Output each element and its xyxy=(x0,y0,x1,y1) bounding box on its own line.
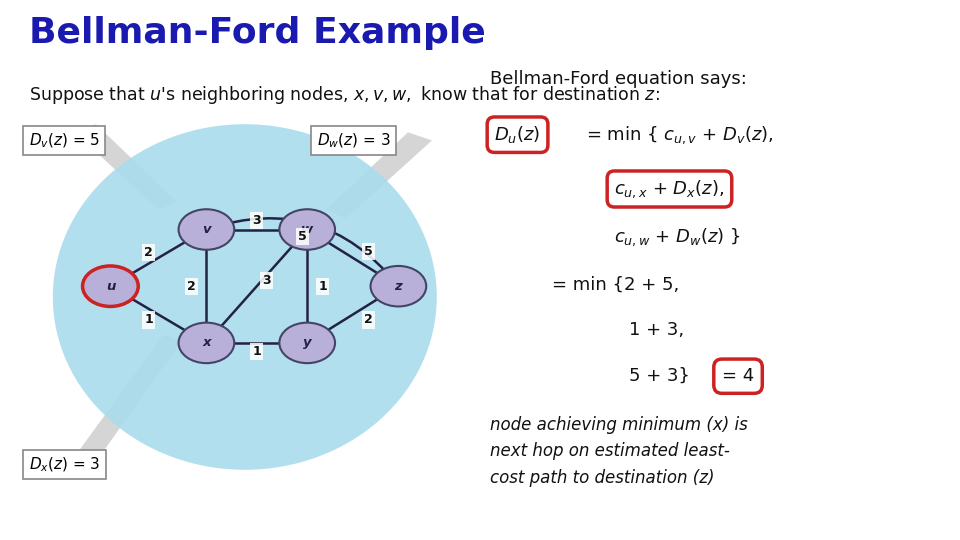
Text: Bellman-Ford Example: Bellman-Ford Example xyxy=(29,16,486,50)
Text: u: u xyxy=(106,280,115,293)
Text: 2: 2 xyxy=(186,280,196,293)
Text: = min { $c_{u,v}$ + $D_v(z)$,: = min { $c_{u,v}$ + $D_v(z)$, xyxy=(586,124,774,146)
Text: 3: 3 xyxy=(262,274,271,287)
Polygon shape xyxy=(75,124,178,210)
Ellipse shape xyxy=(179,322,234,363)
Ellipse shape xyxy=(279,322,335,363)
Text: y: y xyxy=(303,336,311,349)
Ellipse shape xyxy=(279,209,335,249)
Ellipse shape xyxy=(53,124,437,470)
Text: 2: 2 xyxy=(364,313,372,327)
Text: 1: 1 xyxy=(318,280,327,293)
Text: 1: 1 xyxy=(252,345,261,358)
Text: 5: 5 xyxy=(298,230,307,243)
Text: = min {2 + 5,: = min {2 + 5, xyxy=(552,275,680,293)
Text: $D_v(z)$ = 5: $D_v(z)$ = 5 xyxy=(29,131,100,150)
Text: 3: 3 xyxy=(252,214,261,227)
Text: node achieving minimum (x) is
next hop on estimated least-
cost path to destinat: node achieving minimum (x) is next hop o… xyxy=(490,416,747,487)
Polygon shape xyxy=(75,335,182,464)
Text: $D_w(z)$ = 3: $D_w(z)$ = 3 xyxy=(317,131,391,150)
Text: Bellman-Ford equation says:: Bellman-Ford equation says: xyxy=(490,70,747,88)
Ellipse shape xyxy=(371,266,426,307)
Text: $D_u(z)$: $D_u(z)$ xyxy=(494,124,540,145)
Ellipse shape xyxy=(179,209,234,249)
Text: x: x xyxy=(203,336,210,349)
Text: = 4: = 4 xyxy=(722,367,755,385)
Text: 2: 2 xyxy=(144,246,154,259)
Text: v: v xyxy=(203,223,210,236)
Text: 5: 5 xyxy=(364,245,372,258)
Text: $c_{u,w}$ + $D_w(z)$ }: $c_{u,w}$ + $D_w(z)$ } xyxy=(614,227,741,248)
Text: 1: 1 xyxy=(144,313,154,327)
Text: $c_{u,x}$ + $D_x(z)$,: $c_{u,x}$ + $D_x(z)$, xyxy=(614,178,725,200)
Text: $D_x(z)$ = 3: $D_x(z)$ = 3 xyxy=(29,455,100,474)
Text: 5 + 3}: 5 + 3} xyxy=(629,367,689,385)
Text: z: z xyxy=(395,280,402,293)
Polygon shape xyxy=(326,132,432,219)
Text: 1 + 3,: 1 + 3, xyxy=(629,321,684,339)
Text: Suppose that $u$'s neighboring nodes, $x,v,w,$ know that for destination $z$:: Suppose that $u$'s neighboring nodes, $x… xyxy=(29,84,660,106)
Ellipse shape xyxy=(83,266,138,307)
Text: w: w xyxy=(301,223,313,236)
